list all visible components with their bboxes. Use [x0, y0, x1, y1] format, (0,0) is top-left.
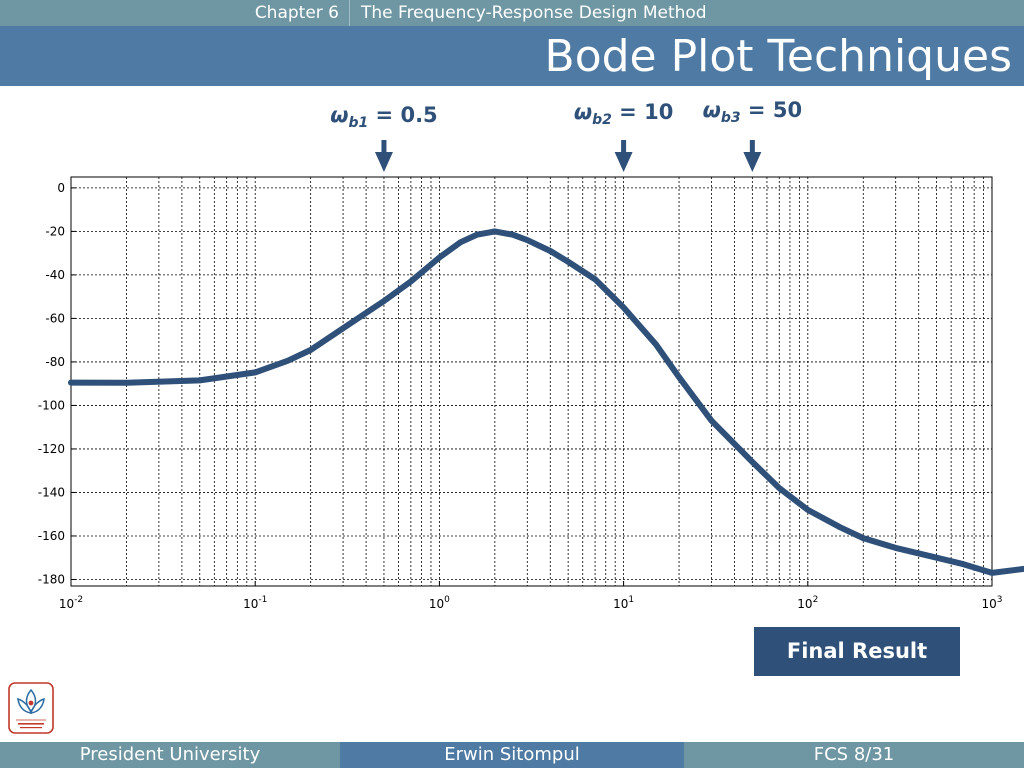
chapter-label: Chapter 6 — [0, 0, 350, 26]
breakpoint-arrow-head — [743, 152, 762, 172]
y-tick-label: -120 — [38, 442, 65, 456]
breakpoint-arrow-shaft — [749, 140, 755, 156]
breakpoint-arrow-head — [374, 152, 393, 172]
footer-author: Erwin Sitompul — [340, 742, 684, 768]
final-result-button[interactable]: Final Result — [754, 627, 960, 676]
footer-page: FCS 8/31 — [684, 742, 1024, 768]
y-tick-label: -100 — [38, 398, 65, 412]
bode-plot: 0-20-40-60-80-100-120-140-160-180 10-2 10… — [38, 98, 1024, 611]
y-tick-label: -60 — [45, 311, 65, 325]
y-tick-label: -180 — [38, 572, 65, 586]
breakpoint-label: ωb3 = 50 — [703, 98, 802, 126]
top-bar: Chapter 6 The Frequency-Response Design … — [0, 0, 1024, 26]
y-tick-label: -140 — [38, 485, 65, 499]
y-tick-label: -160 — [38, 529, 65, 543]
y-tick-label: 0 — [57, 181, 65, 195]
x-tick-label: 10-2 — [59, 595, 83, 611]
breakpoint-label: ωb2 = 10 — [574, 100, 673, 128]
y-tick-label: -20 — [45, 224, 65, 238]
x-tick-label: 10-1 — [243, 595, 267, 611]
magnitude-curve — [68, 228, 1024, 576]
title-bar: Bode Plot Techniques — [0, 26, 1024, 86]
breakpoint-arrow-shaft — [621, 140, 627, 156]
y-tick-labels: 0 -20 -40 -60 -80 -100 -120 -140 -160 -180 — [38, 181, 76, 586]
x-tick-label: 100 — [429, 595, 450, 611]
footer-bar: President University Erwin Sitompul FCS … — [0, 742, 1024, 768]
university-logo — [8, 682, 54, 734]
y-tick-label: -80 — [45, 355, 65, 369]
footer-institution: President University — [0, 742, 340, 768]
breakpoint-annotations: ωb1 = 0.5 ωb2 = 10 ωb3 = 50 — [330, 98, 802, 172]
plot-grid — [71, 177, 992, 586]
breakpoint-arrow-head — [614, 152, 633, 172]
x-tick-label: 101 — [613, 595, 634, 611]
x-tick-label: 103 — [981, 595, 1002, 611]
x-tick-label: 102 — [797, 595, 818, 611]
breakpoint-arrow-shaft — [381, 140, 387, 156]
breakpoint-label: ωb1 = 0.5 — [330, 103, 437, 131]
slide-title: Bode Plot Techniques — [544, 31, 1012, 82]
y-tick-label: -40 — [45, 268, 65, 282]
x-tick-labels: 10-2 10-1 100 101 102 103 — [59, 581, 1003, 611]
chapter-subject: The Frequency-Response Design Method — [361, 3, 707, 23]
